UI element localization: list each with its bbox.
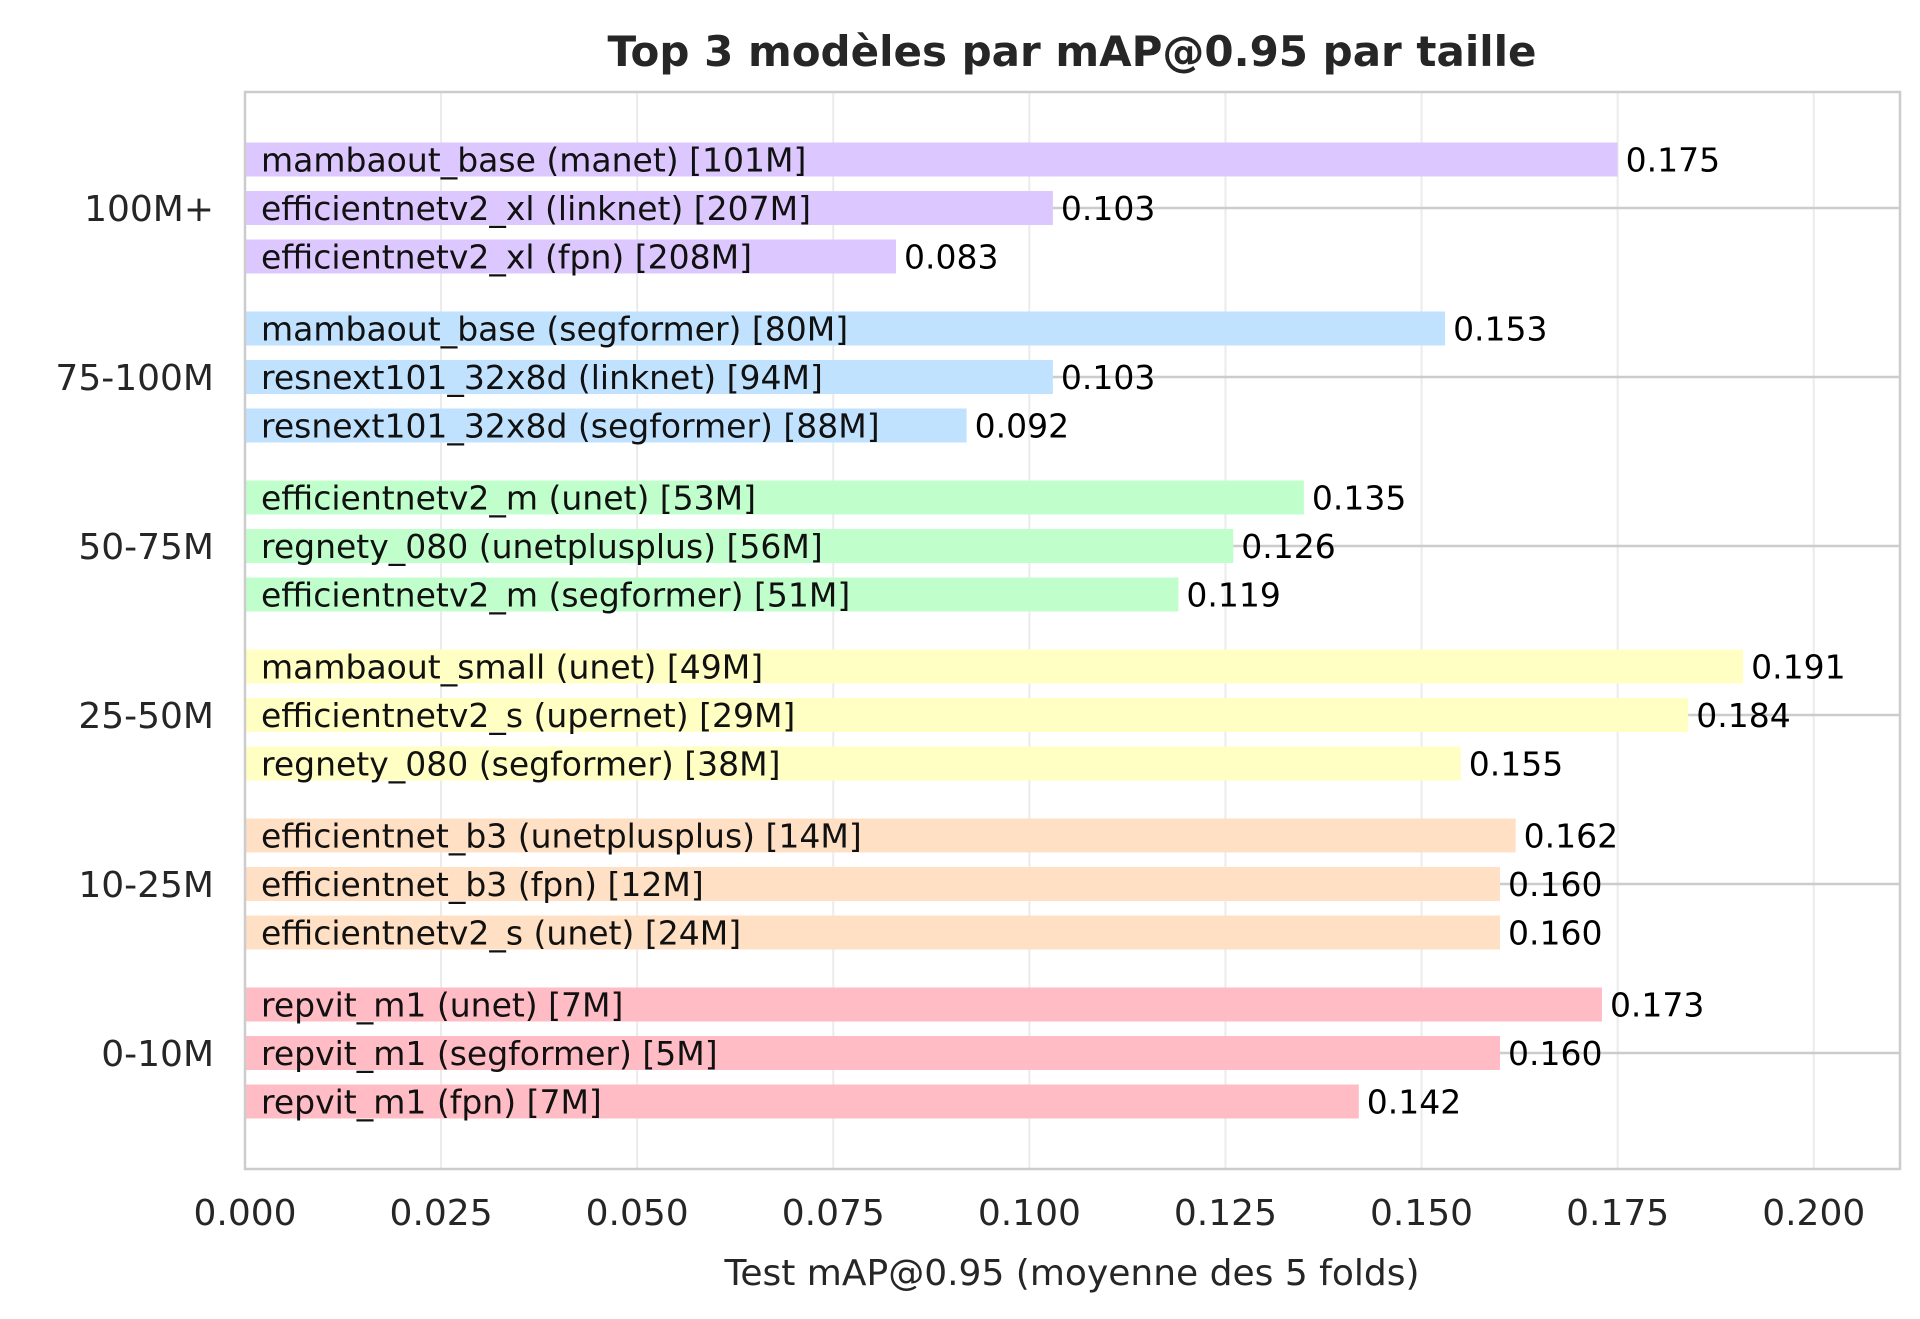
bar — [245, 577, 1179, 612]
value-label: 0.160 — [1508, 914, 1602, 953]
x-tick-label: 0.000 — [193, 1193, 296, 1234]
y-tick-label: 25-50M — [78, 696, 214, 737]
bar-label: regnety_080 (segformer) [38M] — [261, 745, 780, 784]
x-tick-label: 0.150 — [1370, 1193, 1473, 1234]
bar — [245, 1084, 1359, 1119]
bar — [245, 142, 1618, 177]
bar-label: efficientnetv2_xl (linknet) [207M] — [261, 189, 811, 228]
x-tick-label: 0.025 — [390, 1193, 493, 1234]
y-tick-label: 0-10M — [101, 1034, 214, 1075]
bar-label: efficientnetv2_s (unet) [24M] — [261, 914, 741, 953]
x-tick-label: 0.100 — [978, 1193, 1081, 1234]
y-tick-label: 100M+ — [84, 189, 214, 230]
bar-label: mambaout_base (manet) [101M] — [261, 141, 806, 180]
bar-label: efficientnetv2_m (segformer) [51M] — [261, 576, 850, 615]
bar — [245, 191, 1053, 225]
bar — [245, 867, 1500, 901]
value-label: 0.153 — [1453, 310, 1547, 349]
value-label: 0.162 — [1524, 817, 1618, 856]
bar-label: efficientnetv2_s (upernet) [29M] — [261, 696, 795, 735]
chart-title: Top 3 modèles par mAP@0.95 par taille — [607, 27, 1536, 76]
x-tick-label: 0.175 — [1566, 1193, 1669, 1234]
x-tick-label: 0.075 — [782, 1193, 885, 1234]
x-tick-label: 0.050 — [586, 1193, 689, 1234]
value-label: 0.083 — [904, 238, 998, 277]
bar — [245, 408, 967, 443]
bar-label: efficientnet_b3 (unetplusplus) [14M] — [261, 817, 862, 856]
bar — [245, 1036, 1500, 1070]
value-label: 0.155 — [1469, 745, 1563, 784]
bar-label: efficientnetv2_m (unet) [53M] — [261, 479, 756, 518]
y-ticks: 100M+ 75-100M 50-75M 25-50M 10-25M 0-10M — [55, 189, 214, 1075]
value-label: 0.142 — [1367, 1083, 1461, 1122]
bar-label: mambaout_base (segformer) [80M] — [261, 310, 848, 349]
y-tick-label: 75-100M — [55, 358, 214, 399]
bar — [245, 529, 1234, 563]
value-label: 0.184 — [1696, 696, 1790, 735]
bar-label: mambaout_small (unet) [49M] — [261, 648, 763, 687]
value-label: 0.160 — [1508, 1034, 1602, 1073]
bar — [245, 746, 1461, 781]
value-label: 0.160 — [1508, 865, 1602, 904]
value-label: 0.135 — [1312, 479, 1406, 518]
bar — [245, 649, 1744, 684]
bar — [245, 818, 1516, 853]
value-label: 0.173 — [1610, 986, 1704, 1025]
value-label: 0.126 — [1241, 527, 1335, 566]
bar-label: regnety_080 (unetplusplus) [56M] — [261, 527, 823, 566]
plot-frame — [243, 90, 1902, 1171]
bars: mambaout_base (manet) [101M] 0.175 efficie… — [245, 141, 1846, 1122]
y-tick-label: 10-25M — [78, 865, 214, 906]
value-label: 0.103 — [1061, 189, 1155, 228]
bar — [245, 311, 1446, 346]
value-label: 0.119 — [1186, 576, 1280, 615]
bar — [245, 239, 897, 274]
bar — [245, 698, 1689, 732]
y-tick-label: 50-75M — [78, 527, 214, 568]
bar-label: resnext101_32x8d (segformer) [88M] — [261, 407, 880, 446]
x-tick-label: 0.200 — [1762, 1193, 1865, 1234]
bar-label: efficientnetv2_xl (fpn) [208M] — [261, 238, 752, 277]
value-label: 0.092 — [975, 407, 1069, 446]
value-label: 0.103 — [1061, 358, 1155, 397]
bar — [245, 915, 1500, 950]
bar-label: repvit_m1 (unet) [7M] — [261, 986, 623, 1025]
value-label: 0.191 — [1751, 648, 1845, 687]
bar — [245, 480, 1304, 515]
x-ticks: 0.000 0.025 0.050 0.075 0.100 0.125 0.150 0.175… — [193, 1193, 1865, 1234]
bar-label: resnext101_32x8d (linknet) [94M] — [261, 358, 823, 397]
bar — [245, 360, 1053, 394]
bar-label: repvit_m1 (fpn) [7M] — [261, 1083, 602, 1122]
bar-label: efficientnet_b3 (fpn) [12M] — [261, 865, 704, 904]
bar — [245, 987, 1602, 1022]
value-label: 0.175 — [1626, 141, 1720, 180]
bar-label: repvit_m1 (segformer) [5M] — [261, 1034, 718, 1073]
x-tick-label: 0.125 — [1174, 1193, 1277, 1234]
x-axis-label: Test mAP@0.95 (moyenne des 5 folds) — [723, 1253, 1419, 1294]
